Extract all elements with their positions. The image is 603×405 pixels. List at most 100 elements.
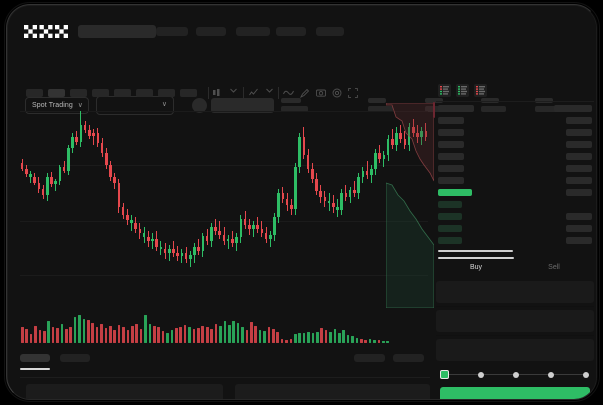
tab-buy[interactable]: Buy <box>469 264 483 271</box>
slider-stop-25[interactable] <box>478 371 484 378</box>
bottom-tab-active-underline <box>20 368 50 370</box>
orderbook-view-bids-icon[interactable] <box>456 84 469 97</box>
settings-gear-icon[interactable] <box>332 88 342 98</box>
bottom-action-1[interactable] <box>354 354 385 362</box>
indicators-icon[interactable] <box>249 88 258 97</box>
nav-item-1[interactable] <box>156 27 188 36</box>
candle-body <box>247 225 251 229</box>
nav-item-3[interactable] <box>236 27 270 36</box>
orderbook-cell-right <box>566 177 592 184</box>
order-amount-field[interactable] <box>436 310 594 332</box>
orderbook-ask-row[interactable] <box>436 117 594 124</box>
orderbook-ask-row[interactable] <box>436 141 594 148</box>
candle-body <box>29 174 32 177</box>
orderbook-bid-row[interactable] <box>436 213 594 220</box>
order-panel: Buy Sell <box>433 82 596 399</box>
nav-item-2[interactable] <box>196 27 226 36</box>
slider-knob[interactable] <box>440 370 449 379</box>
volume-bar <box>161 331 165 343</box>
candle-body <box>37 183 41 189</box>
volume-bar <box>205 326 209 343</box>
candle-body <box>327 201 331 203</box>
snapshot-camera-icon[interactable] <box>316 88 326 97</box>
trading-pair-selector[interactable]: ∨ <box>96 96 174 115</box>
bottom-action-2[interactable] <box>393 354 424 362</box>
slider-stop-50[interactable] <box>513 371 519 378</box>
candle-body <box>256 225 259 229</box>
candle-body <box>344 193 348 197</box>
candle-body <box>210 227 213 241</box>
orderbook-header[interactable] <box>436 105 594 112</box>
orderbook-bid-row[interactable] <box>436 225 594 232</box>
orderbook-view-asks-icon[interactable] <box>474 84 487 97</box>
bottom-panel-left[interactable] <box>26 384 223 399</box>
candle-body <box>298 137 301 167</box>
candle-wick <box>168 245 170 261</box>
timeframe-7[interactable] <box>158 89 175 97</box>
amount-slider[interactable] <box>440 370 590 379</box>
tab-sell[interactable]: Sell <box>548 264 560 271</box>
chart-type-candles-icon[interactable] <box>212 88 221 97</box>
order-price-field[interactable] <box>436 281 594 303</box>
global-search-input[interactable] <box>78 25 156 38</box>
orderbook-bid-row[interactable] <box>436 201 594 208</box>
slider-stop-100[interactable] <box>583 371 589 378</box>
nav-item-5[interactable] <box>316 27 344 36</box>
bottom-tab-order-history[interactable] <box>60 354 90 362</box>
buy-submit-button[interactable] <box>440 387 590 399</box>
timeframe-1[interactable] <box>26 89 43 97</box>
orderbook-ask-row[interactable] <box>436 129 594 136</box>
volume-series <box>20 306 428 343</box>
timeframe-3[interactable] <box>70 89 87 97</box>
volume-bar <box>271 328 275 343</box>
bottom-panel-right[interactable] <box>235 384 430 399</box>
line-tool-icon[interactable] <box>283 88 294 97</box>
stat-change-24h <box>368 98 393 112</box>
bottom-tab-open-orders[interactable] <box>20 354 50 362</box>
orderbook-ask-row[interactable] <box>436 165 594 172</box>
orderbook-cell-left <box>438 153 464 160</box>
orderbook-cell-left <box>438 105 474 112</box>
candle-body <box>75 137 79 142</box>
volume-bar <box>86 319 90 343</box>
volume-bar <box>135 324 139 343</box>
timeframe-5[interactable] <box>114 89 131 97</box>
volume-bar <box>157 327 161 343</box>
orderbook-last-price[interactable] <box>436 189 594 196</box>
candle-body <box>189 255 192 259</box>
candle-body <box>231 239 234 243</box>
volume-bar <box>175 328 178 343</box>
orderbook-scrollbar[interactable] <box>438 250 513 252</box>
volume-bar <box>113 329 117 343</box>
candle-body <box>20 163 24 169</box>
price-chart[interactable] <box>20 103 428 343</box>
fullscreen-icon[interactable] <box>348 88 358 98</box>
volume-bar <box>122 327 125 343</box>
timeframe-6[interactable] <box>136 89 153 97</box>
timeframe-4[interactable] <box>92 89 109 97</box>
candle-body <box>302 137 306 155</box>
volume-bar <box>144 314 147 343</box>
order-total-field[interactable] <box>436 339 594 361</box>
nav-item-4[interactable] <box>276 27 306 36</box>
candle-body <box>159 247 163 249</box>
trading-mode-selector[interactable]: Spot Trading ∨ <box>25 97 89 114</box>
volume-bar <box>131 326 134 343</box>
draw-pencil-icon[interactable] <box>300 88 310 98</box>
chart-type-dropdown-icon[interactable] <box>230 88 237 93</box>
candle-body <box>176 253 180 256</box>
orderbook-ask-row[interactable] <box>436 177 594 184</box>
orderbook-ask-row[interactable] <box>436 153 594 160</box>
okx-logo[interactable] <box>24 25 68 38</box>
slider-stop-75[interactable] <box>548 371 554 378</box>
volume-bar <box>333 329 337 343</box>
indicators-dropdown-icon[interactable] <box>266 88 273 93</box>
orderbook-view-both-icon[interactable] <box>438 84 451 97</box>
timeframe-2[interactable] <box>48 89 65 97</box>
orderbook-bid-row[interactable] <box>436 237 594 244</box>
trading-mode-label: Spot Trading <box>32 102 73 109</box>
candle-body <box>222 235 226 241</box>
candle-body <box>67 148 70 171</box>
timeframe-8[interactable] <box>180 89 197 97</box>
